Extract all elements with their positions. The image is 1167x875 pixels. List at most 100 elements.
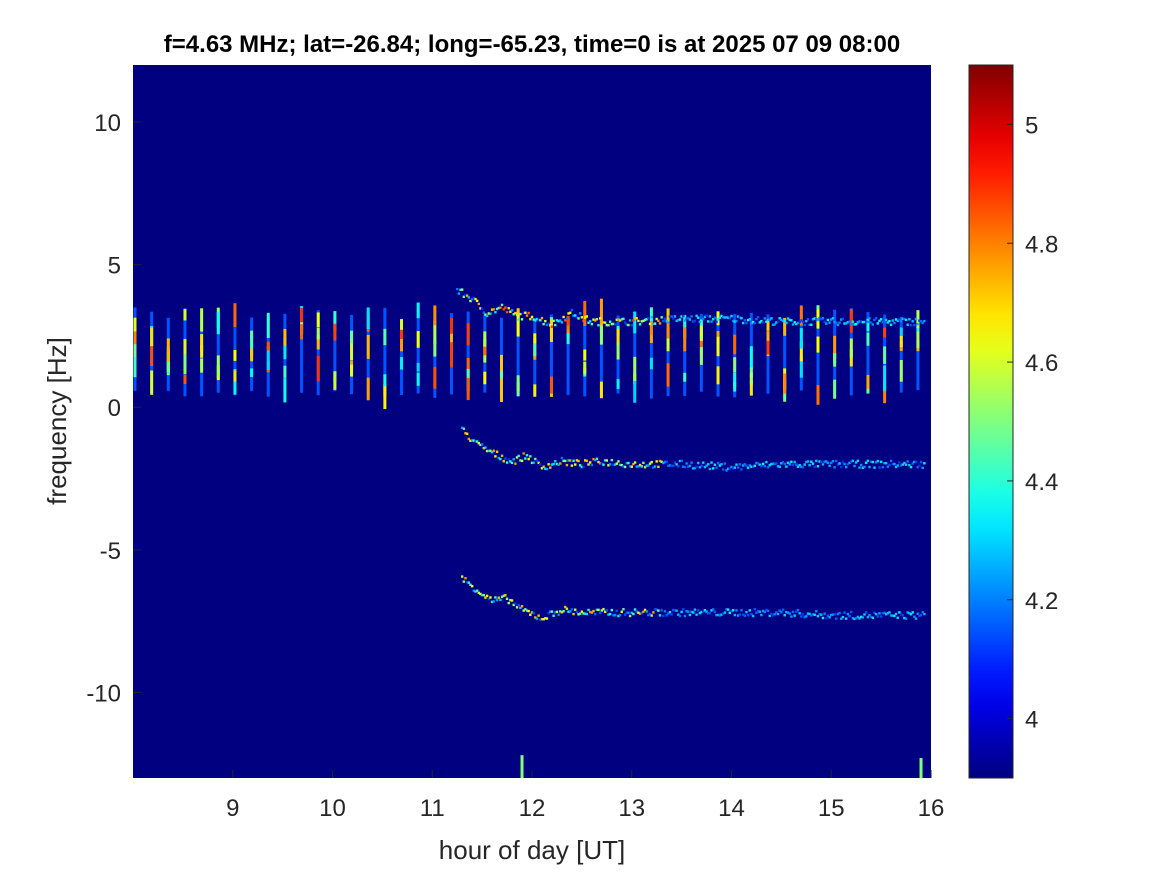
y-tick-label: -10 [86, 680, 121, 707]
x-tick-label: 14 [718, 795, 745, 822]
trace-point [574, 314, 577, 317]
trace-point [630, 611, 633, 614]
trace-point [525, 609, 529, 612]
stripe [416, 302, 420, 394]
trace-point [592, 318, 595, 321]
trace-point [670, 464, 673, 467]
trace-point [489, 596, 492, 599]
stripe-segment [766, 340, 770, 355]
trace-point [545, 323, 549, 327]
trace-point [707, 463, 710, 466]
trace-point [655, 608, 658, 611]
trace-point [755, 611, 758, 614]
trace-point [743, 614, 746, 618]
x-axis-ticks: 9 10 11 12 13 14 15 16 [226, 770, 944, 822]
trace-point [658, 322, 662, 325]
trace-point [627, 611, 630, 614]
trace-point [692, 320, 695, 323]
colorbar-tick-label: 4.8 [1025, 231, 1058, 258]
trace-point [916, 465, 919, 469]
trace-point [835, 459, 838, 463]
trace-point [645, 464, 648, 467]
trace-point [534, 616, 537, 619]
trace-point [663, 317, 667, 320]
stripe-base [383, 307, 387, 398]
trace-point [640, 465, 643, 468]
stripe-segment [899, 335, 903, 348]
stripe-segment [666, 308, 670, 322]
trace-point [590, 463, 594, 467]
trace-point [509, 599, 512, 602]
trace-point [740, 609, 743, 612]
stripe-segment [416, 362, 420, 372]
stripe-segment [250, 368, 254, 377]
trace-point [921, 321, 924, 325]
colorbar-tick-label: 4.2 [1025, 588, 1058, 615]
stripe-segment [849, 338, 853, 358]
x-tick-label: 10 [319, 795, 346, 822]
stripe-segment [866, 318, 870, 332]
trace-point [489, 449, 492, 453]
trace-point [608, 612, 612, 616]
trace-point [520, 605, 524, 608]
trace-point [673, 461, 677, 464]
stripe-segment [433, 366, 437, 389]
trace-point [612, 463, 615, 467]
stripe-segment [200, 358, 204, 373]
trace-point [899, 464, 903, 467]
trace-point [725, 316, 728, 319]
trace-point [914, 317, 918, 321]
trace-point [620, 318, 623, 321]
trace-point [507, 601, 510, 605]
trace-point [588, 320, 592, 323]
trace-point [770, 317, 773, 320]
trace-point [500, 454, 504, 457]
trace-point [775, 462, 778, 465]
trace-point [712, 467, 715, 470]
trace-point [878, 319, 881, 323]
trace-point [632, 319, 635, 322]
stripe-segment [316, 355, 320, 382]
trace-point [632, 612, 635, 616]
stripe-segment [216, 355, 220, 378]
trace-point [615, 462, 618, 465]
stripe [516, 308, 520, 397]
stripe-segment [400, 335, 404, 352]
trace-point [776, 320, 780, 323]
stripe-segment [733, 334, 737, 355]
trace-point [588, 461, 592, 464]
trace-point [667, 321, 670, 324]
stripe-segment [783, 373, 787, 394]
trace-point [806, 612, 810, 615]
trace-point [766, 318, 770, 322]
trace-point [831, 613, 835, 616]
trace-point [570, 308, 574, 312]
trace-point [830, 318, 833, 321]
trace-point [479, 443, 482, 447]
trace-point [748, 317, 751, 321]
trace-point [726, 608, 730, 611]
trace-point [858, 320, 861, 323]
trace-point [482, 446, 485, 450]
trace-point [698, 466, 702, 469]
trace-point [889, 459, 893, 463]
trace-point [765, 608, 768, 612]
trace-point [472, 296, 476, 300]
trace-point [638, 323, 642, 326]
trace-point [898, 611, 901, 614]
trace-point [680, 459, 683, 463]
trace-point [810, 323, 813, 327]
trace-point [512, 458, 515, 461]
trace-point [871, 460, 875, 464]
trace-point [773, 462, 776, 466]
trace-point [843, 322, 846, 325]
trace-point [467, 437, 471, 441]
trace-point [790, 460, 793, 463]
trace-point [833, 613, 836, 616]
colorbar-tick-label: 4.4 [1025, 469, 1058, 496]
trace-point [479, 592, 482, 596]
trace-point [710, 320, 713, 323]
stripe-segment [216, 311, 220, 335]
trace-point [765, 460, 768, 464]
trace-point [823, 460, 826, 463]
